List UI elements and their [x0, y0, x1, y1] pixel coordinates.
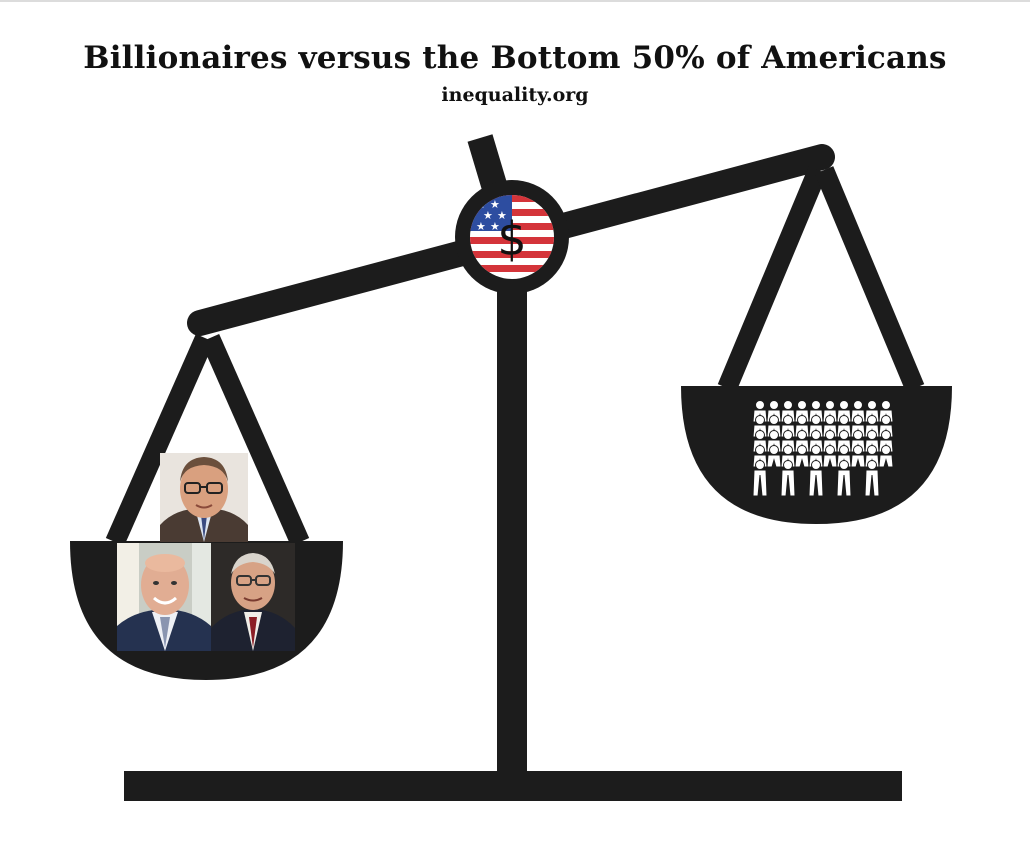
billionaire-portrait-bald — [117, 543, 211, 651]
crowd-person-icon — [780, 445, 796, 468]
svg-text:★: ★ — [476, 220, 486, 233]
svg-text:★: ★ — [490, 220, 500, 233]
svg-text:★: ★ — [483, 209, 493, 222]
right-pan-hanger — [717, 166, 925, 392]
left-pan-hanger — [105, 333, 310, 547]
chart-subtitle: inequality.org — [441, 84, 589, 106]
crowd-person-icon — [808, 460, 824, 497]
billionaire-portrait-elder — [211, 543, 295, 651]
chart-title: Billionaires versus the Bottom 50% of Am… — [83, 40, 947, 76]
svg-text:★: ★ — [497, 209, 507, 222]
crowd-person-icon — [850, 445, 866, 468]
crowd-person-icon — [752, 460, 768, 497]
crowd-person-icon — [822, 445, 838, 468]
crowd-person-icon — [878, 445, 894, 468]
crowd-person-icon — [780, 460, 796, 497]
us-flag-medallion: ★ ★ ★ ★ ★ ★ — [470, 195, 554, 279]
fulcrum-dollar-sign: $ — [497, 212, 526, 266]
svg-text:★: ★ — [490, 198, 500, 211]
crowd-person-icon — [864, 460, 880, 497]
crowd-person-icon — [766, 445, 782, 468]
crowd-of-people-icon — [752, 400, 894, 497]
billionaire-portrait-glasses — [160, 453, 248, 542]
scale-post — [497, 265, 527, 775]
crowd-person-icon — [822, 400, 838, 423]
crowd-person-icon — [794, 445, 810, 468]
scale-base — [124, 771, 902, 801]
top-rule — [0, 0, 1030, 2]
crowd-person-icon — [836, 460, 852, 497]
